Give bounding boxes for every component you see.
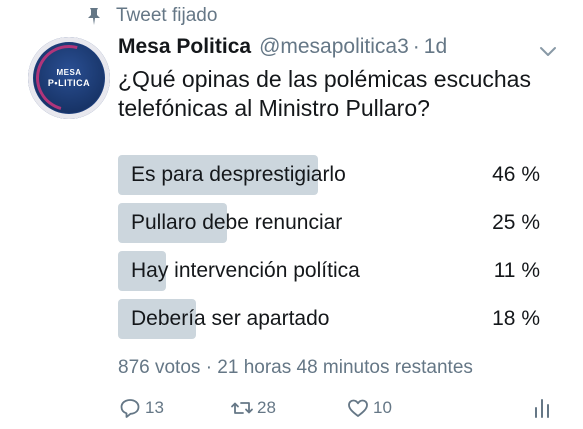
avatar-logo: MESA P•LITICA (28, 37, 110, 119)
chevron-down-icon[interactable] (538, 41, 558, 61)
poll-option-percent: 18 % (492, 307, 540, 330)
author-name[interactable]: Mesa Politica (118, 35, 252, 58)
avatar[interactable]: MESA P•LITICA (28, 37, 110, 119)
heart-icon (348, 399, 368, 417)
poll-option-label: Debería ser apartado (131, 307, 330, 330)
tweet-header: Mesa Politica @mesapolitica3 · 1d (118, 35, 447, 63)
retweet-icon (231, 402, 253, 414)
poll-bar (118, 155, 319, 195)
header-separator: · (412, 35, 420, 58)
poll-option[interactable]: Es para desprestigiarlo 46 % (118, 155, 544, 195)
tweet-text: ¿Qué opinas de las polémicas escuchas te… (118, 66, 531, 121)
retweet-button[interactable]: 28 (230, 394, 276, 422)
avatar-ring (28, 37, 110, 119)
poll-time-remaining: 21 horas 48 minutos restantes (217, 357, 473, 378)
poll: Es para desprestigiarlo 46 % Pullaro deb… (118, 155, 544, 347)
poll-option-percent: 25 % (492, 211, 540, 234)
poll-option-percent: 11 % (493, 259, 540, 282)
poll-option-label: Es para desprestigiarlo (131, 163, 346, 186)
author-handle[interactable]: @mesapolitica3 (259, 35, 409, 58)
like-button[interactable]: 10 (346, 394, 392, 422)
pinned-indicator: Tweet fijado (84, 4, 217, 28)
pinned-label: Tweet fijado (116, 5, 218, 26)
pin-icon (88, 8, 100, 25)
poll-option-label: Hay intervención política (131, 259, 360, 282)
tweet-timestamp[interactable]: 1d (423, 35, 448, 58)
tweet-actions: 13 28 10 (118, 394, 558, 422)
reply-button[interactable]: 13 (118, 394, 164, 422)
poll-bar (118, 299, 197, 339)
poll-meta: 876 votos · 21 horas 48 minutos restante… (118, 357, 473, 379)
reply-count: 13 (145, 398, 164, 417)
retweet-count: 28 (257, 398, 276, 417)
poll-bar (118, 251, 166, 291)
poll-option[interactable]: Pullaro debe renunciar 25 % (118, 203, 544, 243)
reply-icon (120, 399, 140, 418)
like-count: 10 (373, 398, 392, 417)
poll-option-label: Pullaro debe renunciar (131, 211, 343, 234)
avatar-logo-line2: P•LITICA (47, 78, 91, 88)
poll-bar (118, 203, 227, 243)
analytics-button[interactable] (530, 394, 557, 422)
poll-option[interactable]: Hay intervención política 11 % (118, 251, 544, 291)
avatar-logo-line1: MESA (56, 68, 82, 77)
poll-option[interactable]: Debería ser apartado 18 % (118, 299, 544, 339)
poll-vote-count: 876 votos (118, 357, 201, 378)
analytics-icon (535, 399, 549, 418)
poll-meta-separator: · (205, 357, 213, 378)
poll-option-percent: 46 % (492, 163, 540, 186)
